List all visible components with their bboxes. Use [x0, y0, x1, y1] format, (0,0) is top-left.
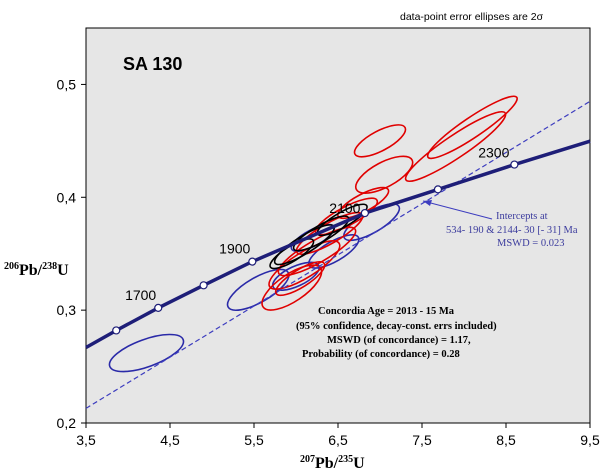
- age-marker-labels: 1700 1900 2100 2300: [125, 145, 510, 303]
- sample-label: SA 130: [123, 54, 182, 74]
- x-tick-label: 7,5: [412, 432, 432, 448]
- x-axis: 3,5 4,5 5,5 6,5 7,5 8,5 9,5: [76, 423, 600, 448]
- x-tick-label: 5,5: [244, 432, 264, 448]
- x-label-sup2: 235: [338, 454, 353, 465]
- concordia-stats-line2: (95% confidence, decay-const. errs inclu…: [296, 321, 497, 332]
- y-axis-label: 206Pb/238U: [4, 261, 69, 279]
- error-note: data-point error ellipses are 2σ: [400, 11, 544, 23]
- y-label-main: Pb/: [19, 262, 43, 279]
- x-tick-label: 4,5: [160, 432, 180, 448]
- age-marker-label: 2100: [329, 200, 360, 216]
- x-tick-label: 6,5: [328, 432, 348, 448]
- concordia-stats-line3: MSWD (of concordance) = 1.17,: [327, 335, 471, 346]
- y-label-end: U: [57, 262, 69, 279]
- x-tick-label: 3,5: [76, 432, 96, 448]
- x-label-end: U: [353, 455, 365, 472]
- intercepts-line3: MSWD = 0.023: [497, 238, 564, 249]
- y-tick-label: 0,3: [57, 302, 77, 318]
- x-label-sup1: 207: [300, 454, 315, 465]
- y-tick-label: 0,5: [57, 76, 77, 92]
- age-marker: [199, 281, 208, 290]
- age-marker: [112, 326, 121, 335]
- age-marker: [360, 208, 369, 218]
- intercepts-line1: Intercepts at: [496, 211, 548, 222]
- y-tick-label: 0,2: [57, 415, 77, 431]
- age-marker-label: 1900: [219, 241, 250, 257]
- y-tick-label: 0,4: [57, 189, 77, 205]
- intercepts-arrow-line: [422, 200, 493, 220]
- age-marker: [154, 303, 163, 312]
- age-markers: [112, 160, 519, 335]
- error-ellipse: [353, 124, 407, 158]
- y-label-sup2: 238: [42, 261, 57, 272]
- discordia-line: [85, 100, 591, 409]
- error-ellipse: [108, 333, 185, 373]
- age-marker: [510, 160, 519, 169]
- concordia-stats-line4: Probability (of concordance) = 0.28: [302, 349, 460, 360]
- y-axis: 0,2 0,3 0,4 0,5: [57, 76, 86, 431]
- error-ellipse: [426, 95, 518, 160]
- age-marker: [248, 257, 257, 266]
- x-tick-label: 9,5: [580, 432, 600, 448]
- concordia-stats-line1: Concordia Age = 2013 - 15 Ma: [318, 306, 455, 317]
- intercepts-arrow-head: [423, 200, 432, 206]
- x-label-main: Pb/: [315, 455, 339, 472]
- y-label-sup1: 206: [4, 261, 19, 272]
- x-axis-label: 207Pb/235U: [300, 454, 365, 472]
- age-marker-label: 2300: [478, 145, 509, 161]
- age-marker-label: 1700: [125, 287, 156, 303]
- error-ellipse: [226, 268, 290, 312]
- intercepts-line2: 534- 190 & 2144- 30 [- 31] Ma: [446, 225, 578, 236]
- ellipses-layer: [108, 95, 518, 373]
- error-ellipse: [404, 110, 507, 183]
- error-ellipse: [354, 155, 414, 194]
- error-ellipse: [274, 261, 326, 297]
- error-ellipse: [277, 226, 357, 277]
- x-tick-label: 8,5: [496, 432, 516, 448]
- age-marker: [433, 185, 443, 194]
- error-ellipse: [292, 215, 350, 252]
- error-ellipse: [268, 240, 341, 290]
